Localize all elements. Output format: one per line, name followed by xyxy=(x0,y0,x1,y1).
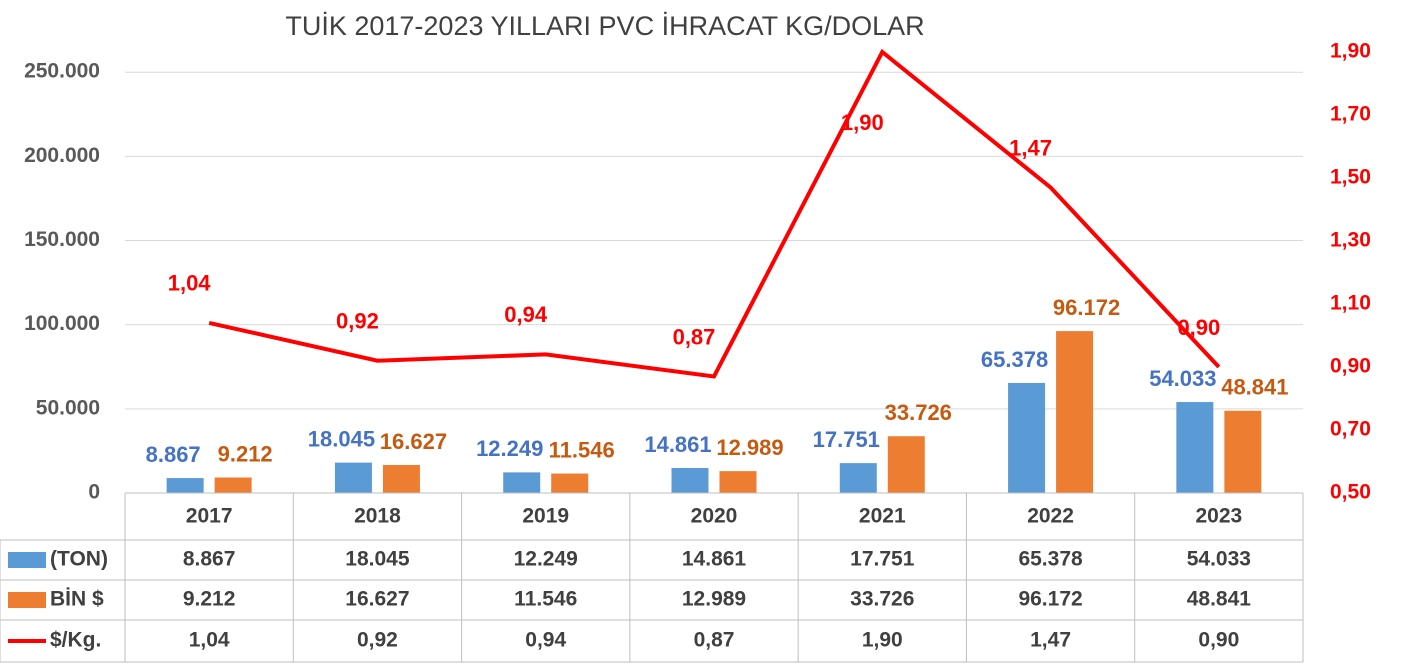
x-tick-label: 2017 xyxy=(186,505,233,528)
data-label: 8.867 xyxy=(146,442,201,467)
y2-tick-label: 0,70 xyxy=(1330,418,1371,441)
table-cell: 18.045 xyxy=(345,548,410,571)
y-tick-label: 0 xyxy=(88,481,100,504)
table-cell: 12.249 xyxy=(514,548,578,571)
y-tick-label: 50.000 xyxy=(36,396,100,419)
bar xyxy=(503,472,541,493)
data-label: 18.045 xyxy=(308,426,375,451)
bar xyxy=(214,477,252,493)
table-cell: 11.546 xyxy=(514,588,577,611)
data-label: 12.249 xyxy=(476,436,543,461)
data-label: 54.033 xyxy=(1149,366,1216,391)
data-label: 1,04 xyxy=(168,271,212,296)
x-tick-label: 2023 xyxy=(1195,505,1242,528)
y2-tick-label: 1,70 xyxy=(1330,103,1371,126)
chart-title: TUİK 2017-2023 YILLARI PVC İHRACAT KG/DO… xyxy=(285,10,924,41)
x-tick-label: 2020 xyxy=(691,505,738,528)
data-label: 96.172 xyxy=(1053,295,1120,320)
table-cell: 33.726 xyxy=(850,588,914,611)
x-tick-label: 2021 xyxy=(859,505,906,528)
table-cell: 54.033 xyxy=(1187,548,1251,571)
table-cell: 9.212 xyxy=(183,588,236,611)
x-tick-label: 2022 xyxy=(1027,505,1074,528)
legend-label: BİN $ xyxy=(50,588,104,611)
y-tick-label: 100.000 xyxy=(24,312,100,335)
table-cell: 1,47 xyxy=(1030,629,1071,652)
table-cell: 12.989 xyxy=(682,588,746,611)
data-label: 14.861 xyxy=(644,432,711,457)
table-cell: 48.841 xyxy=(1187,588,1252,611)
table-cell: 65.378 xyxy=(1018,548,1083,571)
legend-label: (TON) xyxy=(50,548,108,571)
bar xyxy=(719,471,757,493)
bar xyxy=(839,463,877,493)
data-label: 33.726 xyxy=(885,400,952,425)
bar xyxy=(382,465,420,493)
data-label: 11.546 xyxy=(549,437,615,462)
table-cell: 1,90 xyxy=(862,629,903,652)
data-label: 0,90 xyxy=(1177,315,1220,340)
bar xyxy=(1224,410,1262,493)
bar xyxy=(334,462,372,493)
data-label: 65.378 xyxy=(981,347,1048,372)
table-cell: 14.861 xyxy=(682,548,747,571)
y2-tick-label: 1,30 xyxy=(1330,229,1371,252)
data-label: 1,47 xyxy=(1009,135,1052,160)
y-tick-label: 150.000 xyxy=(24,228,100,251)
y2-tick-label: 1,50 xyxy=(1330,166,1371,189)
table-cell: 0,87 xyxy=(694,629,735,652)
data-label: 9.212 xyxy=(218,441,273,466)
bar xyxy=(1056,331,1094,493)
table-cell: 1,04 xyxy=(189,629,230,652)
table-cell: 17.751 xyxy=(850,548,915,571)
legend-key xyxy=(8,552,46,568)
bar xyxy=(887,436,925,493)
bar xyxy=(1176,402,1214,493)
table-cell: 96.172 xyxy=(1018,588,1082,611)
table-cell: 8.867 xyxy=(183,548,236,571)
data-label: 17.751 xyxy=(813,427,880,452)
legend-key xyxy=(8,592,46,608)
bar xyxy=(1008,382,1046,493)
y2-tick-label: 0,50 xyxy=(1330,481,1371,504)
y2-tick-label: 1,90 xyxy=(1330,40,1371,63)
data-label: 0,92 xyxy=(336,309,379,334)
legend-label: $/Kg. xyxy=(50,629,101,652)
x-tick-label: 2018 xyxy=(354,505,401,528)
table-cell: 0,94 xyxy=(525,629,566,652)
data-label: 48.841 xyxy=(1221,375,1288,400)
data-label: 0,87 xyxy=(673,324,716,349)
data-label: 16.627 xyxy=(380,429,447,454)
data-label: 12.989 xyxy=(716,435,783,460)
line xyxy=(208,48,1221,379)
bar xyxy=(671,467,709,493)
table-cell: 16.627 xyxy=(345,588,409,611)
table-cell: 0,92 xyxy=(357,629,398,652)
y2-tick-label: 0,90 xyxy=(1330,355,1371,378)
x-tick-label: 2019 xyxy=(522,505,569,528)
data-label: 1,90 xyxy=(841,110,884,135)
y-tick-label: 200.000 xyxy=(24,144,100,167)
bar xyxy=(551,473,589,493)
y-tick-label: 250.000 xyxy=(24,60,100,83)
y2-tick-label: 1,10 xyxy=(1330,292,1371,315)
bar xyxy=(166,478,204,493)
data-label: 0,94 xyxy=(504,302,548,327)
table-cell: 0,90 xyxy=(1198,629,1239,652)
